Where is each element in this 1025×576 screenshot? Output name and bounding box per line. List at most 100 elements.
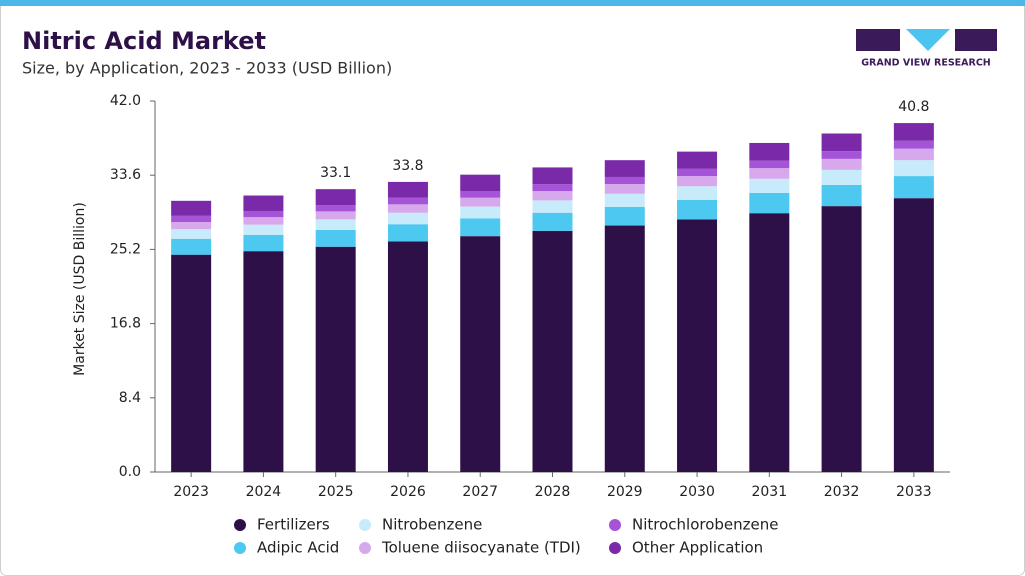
y-tick-label: 33.6 — [110, 167, 141, 183]
bar-segment — [460, 206, 501, 219]
total-label: 33.8 — [392, 158, 423, 174]
legend-label: Nitrobenzene — [382, 516, 482, 534]
chart-title: Nitric Acid Market — [22, 27, 266, 55]
bar-segment — [532, 212, 573, 231]
bar-segment — [171, 254, 212, 472]
bar-segment — [387, 212, 428, 225]
bar-segment — [604, 193, 645, 207]
bar-segment — [749, 178, 790, 193]
bar-segment — [243, 217, 284, 225]
top-strip — [0, 0, 1025, 6]
bar-segment — [821, 133, 862, 152]
legend-label: Adipic Acid — [257, 539, 339, 557]
bar-segment — [749, 160, 790, 169]
bar-segment — [315, 219, 356, 230]
bar-segment — [821, 169, 862, 185]
y-tick-label: 42.0 — [110, 93, 141, 109]
bar-segment — [532, 191, 573, 201]
bar-segment — [677, 176, 718, 187]
bar-segment — [749, 168, 790, 179]
legend-swatch — [609, 542, 621, 554]
logo: GRAND VIEW RESEARCH — [856, 29, 997, 69]
y-tick-label: 16.8 — [110, 316, 141, 332]
bar-segment — [677, 151, 718, 169]
bar-segment — [460, 218, 501, 237]
bar-segment — [893, 140, 934, 149]
x-tick-label: 2033 — [896, 484, 932, 500]
legend-swatch — [359, 519, 371, 531]
bar-segment — [893, 123, 934, 141]
x-tick-label: 2024 — [246, 484, 282, 500]
bar-segment — [532, 200, 573, 213]
x-tick-label: 2030 — [679, 484, 715, 500]
bar-segment — [171, 229, 212, 239]
bar-segment — [821, 151, 862, 159]
bar-segment — [821, 206, 862, 472]
bar-segment — [604, 225, 645, 472]
bar-segment — [460, 191, 501, 198]
bar-segment — [171, 222, 212, 230]
bar-segment — [749, 192, 790, 214]
legend-label: Other Application — [632, 539, 763, 557]
bar-segment — [315, 246, 356, 472]
bar-segment — [532, 167, 573, 185]
x-tick-label: 2029 — [607, 484, 643, 500]
bar-segment — [460, 174, 501, 192]
x-tick-label: 2023 — [173, 484, 209, 500]
legend-swatch — [234, 542, 246, 554]
y-tick-label: 25.2 — [110, 241, 141, 257]
bar-segment — [460, 197, 501, 207]
total-label: 40.8 — [898, 99, 929, 115]
bar-segment — [460, 236, 501, 472]
x-tick-label: 2031 — [751, 484, 787, 500]
bar-segment — [893, 198, 934, 472]
legend-label: Toluene diisocyanate (TDI) — [381, 539, 581, 557]
bar-segment — [893, 176, 934, 199]
bar-segment — [243, 210, 284, 218]
legend-label: Nitrochlorobenzene — [632, 516, 779, 534]
bar-segment — [604, 207, 645, 226]
bar-segment — [171, 238, 212, 255]
legend-swatch — [609, 519, 621, 531]
x-tick-label: 2028 — [535, 484, 571, 500]
bar-segment — [171, 200, 212, 216]
brand: GRAND VIEW RESEARCH — [861, 58, 991, 69]
bar-segment — [243, 224, 284, 235]
bar-segment — [171, 215, 212, 223]
x-tick-label: 2032 — [824, 484, 860, 500]
bar-segment — [749, 213, 790, 472]
y-tick-label: 8.4 — [119, 390, 141, 406]
x-tick-label: 2027 — [462, 484, 498, 500]
total-label: 33.1 — [320, 165, 351, 181]
bar-segment — [604, 160, 645, 177]
bar-segment — [604, 176, 645, 185]
bar-segment — [315, 211, 356, 220]
bar-segment — [677, 186, 718, 200]
legend-swatch — [234, 519, 246, 531]
bar-segment — [821, 184, 862, 207]
x-tick-label: 2025 — [318, 484, 354, 500]
x-tick-label: 2026 — [390, 484, 426, 500]
bar-segment — [677, 168, 718, 177]
y-tick-label: 0.0 — [119, 464, 141, 480]
bar-segment — [387, 181, 428, 198]
bar-segment — [893, 160, 934, 177]
bar-segment — [387, 197, 428, 205]
bar-segment — [893, 148, 934, 161]
legend-label: Fertilizers — [257, 516, 330, 534]
bar-segment — [532, 184, 573, 192]
chart-subtitle: Size, by Application, 2023 - 2033 (USD B… — [22, 59, 392, 78]
bar-segment — [387, 224, 428, 242]
bar-segment — [387, 204, 428, 213]
bar-segment — [387, 241, 428, 472]
bar-segment — [243, 195, 284, 211]
legend-swatch — [359, 542, 371, 554]
bar-segment — [677, 219, 718, 472]
bar-segment — [315, 229, 356, 247]
bar-segment — [315, 189, 356, 206]
y-axis-label: Market Size (USD Billion) — [72, 202, 88, 376]
bar-segment — [677, 199, 718, 220]
bar-segment — [749, 142, 790, 161]
